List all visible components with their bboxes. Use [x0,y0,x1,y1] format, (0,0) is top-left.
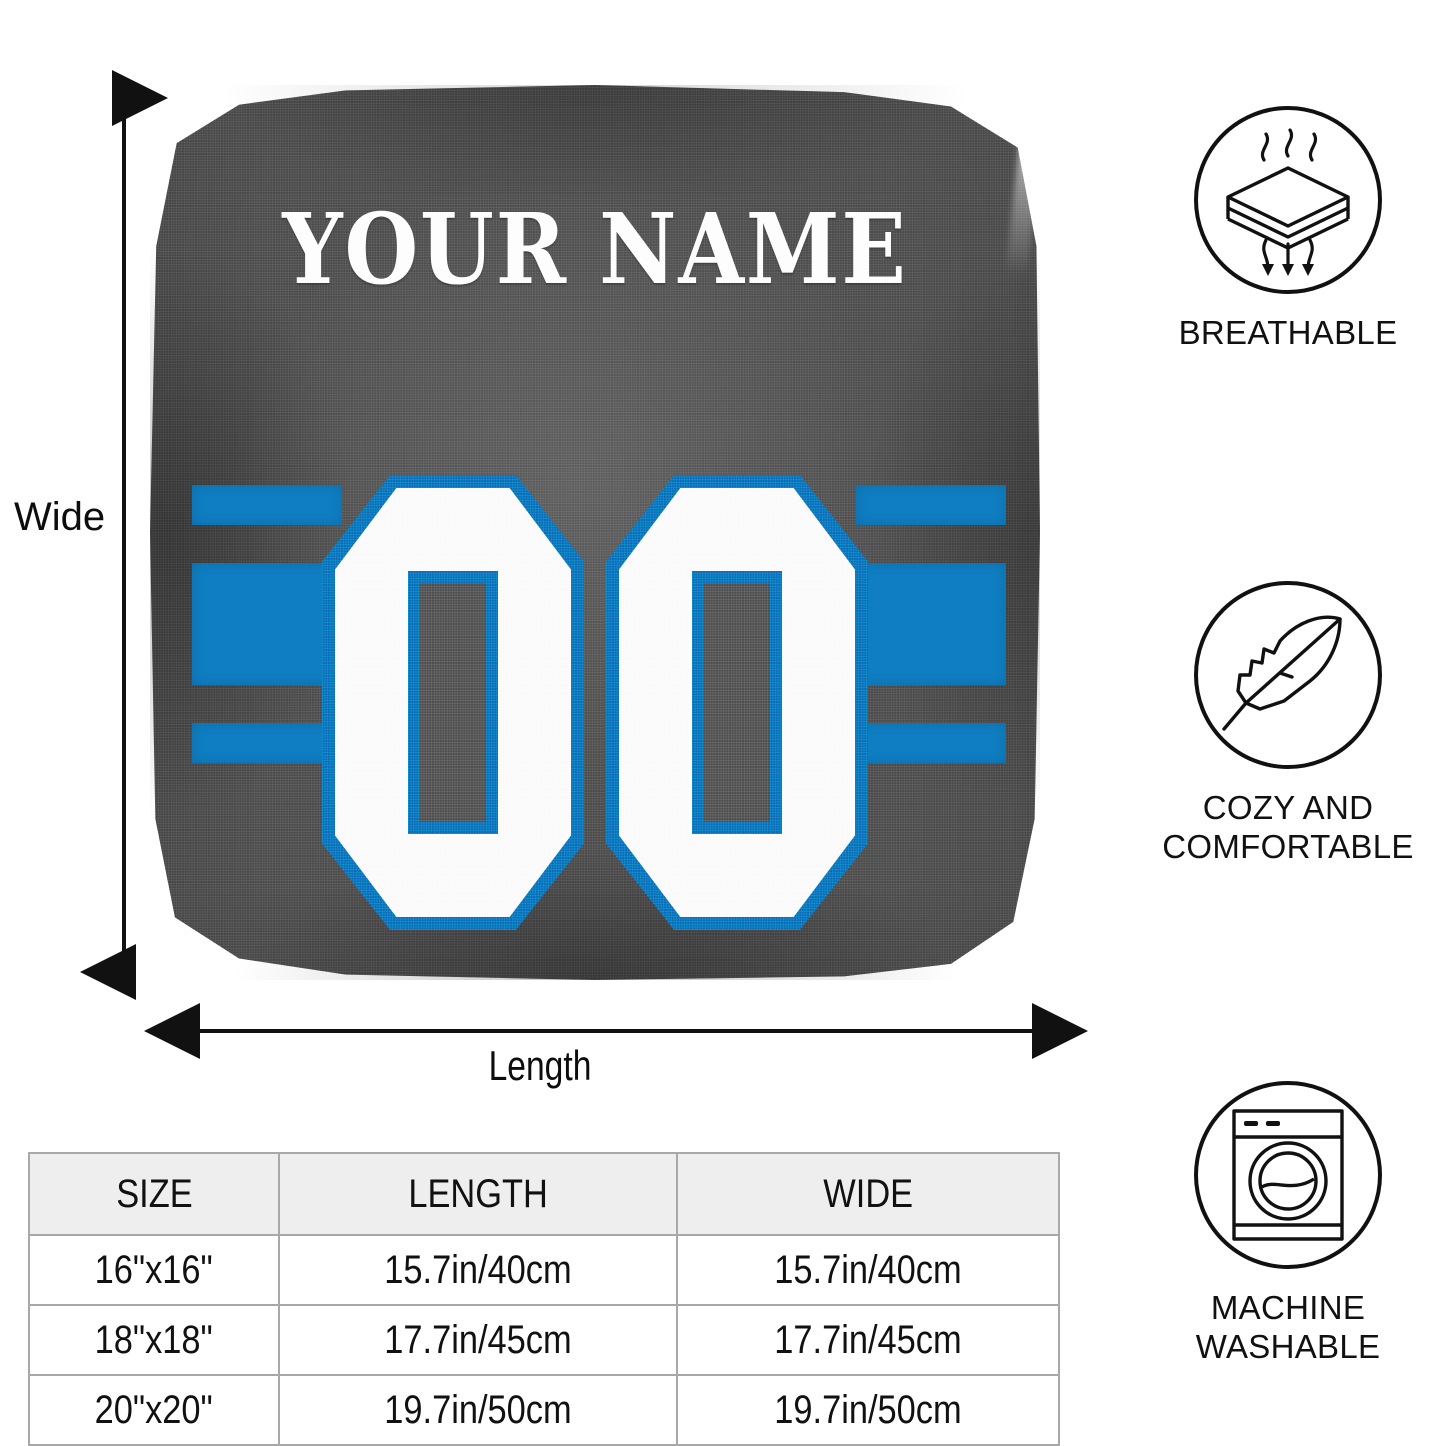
table-cell-size: 16"x16" [28,1234,280,1306]
stripe-bar [856,723,1006,763]
length-dimension-label: Length [488,1042,592,1089]
table-cell-wide: 15.7in/40cm [676,1234,1060,1306]
pillow-name-text: YOUR NAME [282,191,908,307]
table-cell-length: 17.7in/45cm [278,1304,678,1376]
stripe-bar [192,563,342,685]
pillow-digit [606,475,868,930]
feature-label: MACHINE WASHABLE [1195,1289,1381,1365]
pillow-number-text [150,475,1040,930]
size-chart-table: SIZE LENGTH WIDE 16"x16" 15.7in/40cm 15.… [28,1152,1060,1446]
table-cell-wide: 19.7in/50cm [676,1374,1060,1446]
table-row: 16"x16" 15.7in/40cm 15.7in/40cm [28,1234,1060,1306]
table-header-row: SIZE LENGTH WIDE [28,1152,1060,1236]
table-cell-wide: 17.7in/45cm [676,1304,1060,1376]
table-header-size: SIZE [28,1152,280,1236]
table-row: 20"x20" 19.7in/50cm 19.7in/50cm [28,1374,1060,1446]
table-cell-length: 19.7in/50cm [278,1374,678,1446]
feature-label: BREATHABLE [1178,314,1398,351]
pillow-stripes-left [192,485,342,763]
feature-breathable: BREATHABLE [1138,100,1438,353]
table-header-wide: WIDE [676,1152,1060,1236]
washing-machine-icon [1194,1081,1382,1269]
wide-dimension-arrow [80,70,168,1000]
pillow-product-image: YOUR NAME [150,85,1041,980]
table-cell-length: 15.7in/40cm [278,1234,678,1306]
stripe-bar [192,723,342,763]
wide-dimension-label: Wide [14,495,106,539]
pillow-digit [322,475,584,930]
pillow-stripes-right [856,485,1006,763]
length-dimension-arrow [144,1003,1088,1059]
pillow-body [150,85,1040,980]
stripe-bar [192,485,342,525]
feather-icon [1194,581,1382,769]
table-header-length: LENGTH [278,1152,678,1236]
stripe-bar [856,485,1006,525]
breathable-fabric-layers-icon [1194,106,1382,294]
table-row: 18"x18" 17.7in/45cm 17.7in/45cm [28,1304,1060,1376]
feature-label: COZY AND COMFORTABLE [1162,789,1414,865]
feature-cozy-comfortable: COZY AND COMFORTABLE [1138,575,1438,867]
feature-machine-washable: MACHINE WASHABLE [1138,1075,1438,1367]
table-cell-size: 20"x20" [28,1374,280,1446]
table-cell-size: 18"x18" [28,1304,280,1376]
stripe-bar [856,563,1006,685]
